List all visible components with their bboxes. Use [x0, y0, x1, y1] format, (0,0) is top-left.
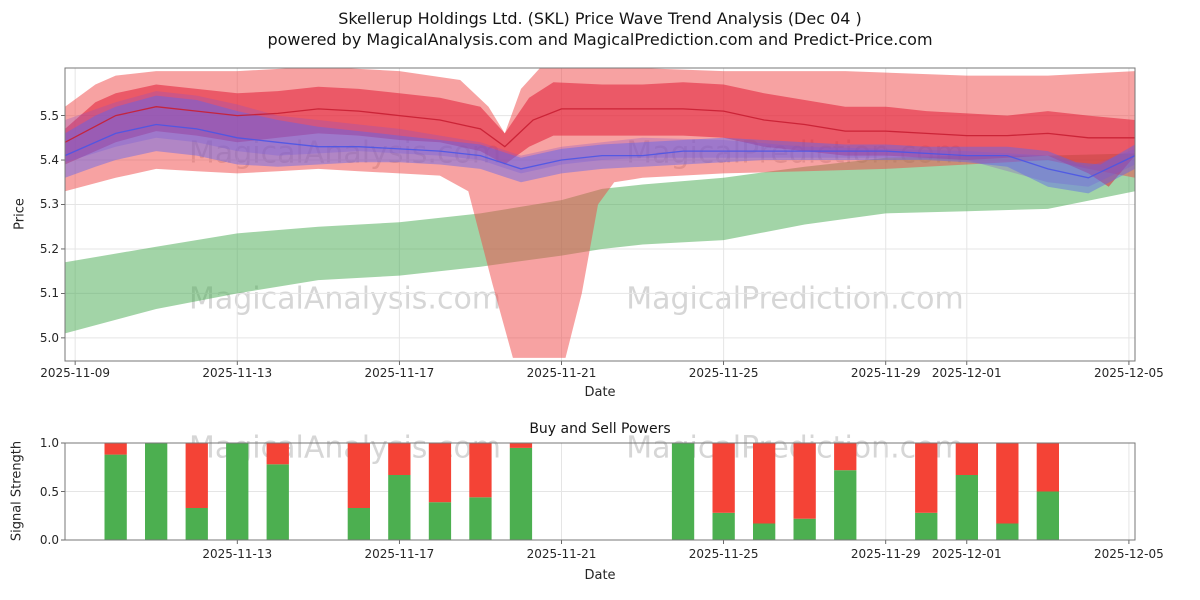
signal-tick-marks: [61, 442, 1130, 544]
red-trend-line: [65, 106, 1135, 148]
sell-bar: [347, 443, 370, 508]
purple-band: [65, 91, 1135, 187]
price-bands: [65, 68, 1135, 358]
buy-bar: [145, 443, 168, 540]
buy-bar: [955, 475, 978, 540]
price-plot-border: [64, 67, 1136, 362]
sell-bar: [185, 443, 208, 508]
buy-bar: [712, 512, 735, 540]
sell-bar: [1036, 443, 1059, 492]
buy-bar: [347, 508, 370, 540]
sell-bar: [834, 443, 857, 471]
buy-bar: [509, 447, 533, 540]
figure-subtitle: powered by MagicalAnalysis.com and Magic…: [267, 30, 933, 49]
buy-bar: [996, 523, 1019, 540]
blue-trend-line: [65, 123, 1135, 179]
buy-bar: [753, 523, 776, 540]
red-forecast-band-inner: [65, 82, 1135, 187]
buy-bar: [793, 518, 816, 540]
sell-bar: [793, 443, 816, 519]
sell-bar: [266, 443, 289, 465]
signal-bars: [104, 443, 1059, 540]
buy-bar: [469, 497, 492, 540]
figure-title: Skellerup Holdings Ltd. (SKL) Price Wave…: [338, 9, 862, 28]
sell-bar: [428, 443, 452, 503]
buy-bar: [226, 443, 249, 540]
green-support-band: [65, 153, 1135, 334]
sell-bar: [388, 443, 411, 475]
sell-bar: [996, 443, 1019, 524]
sell-bar: [104, 443, 127, 455]
sell-bar: [915, 443, 938, 513]
sell-bar: [509, 443, 533, 448]
buy-bar: [834, 470, 857, 540]
buy-bar: [104, 454, 127, 540]
buy-bar: [671, 443, 695, 540]
signal-plot-border: [64, 442, 1136, 541]
buy-bar: [428, 502, 452, 540]
buy-bar: [266, 464, 289, 540]
buy-bar: [915, 512, 938, 540]
sell-bar: [469, 443, 492, 498]
sell-bar: [712, 443, 735, 513]
sell-bar: [753, 443, 776, 524]
buy-bar: [185, 508, 208, 540]
sell-bar: [955, 443, 978, 475]
buy-bar: [388, 475, 411, 540]
price-tick-marks: [61, 115, 1130, 365]
watermark-magicalprediction: MagicalPrediction.com: [626, 281, 964, 317]
price-lines: [65, 106, 1135, 179]
blue-band: [65, 95, 1135, 194]
buy-bar: [1036, 491, 1059, 540]
